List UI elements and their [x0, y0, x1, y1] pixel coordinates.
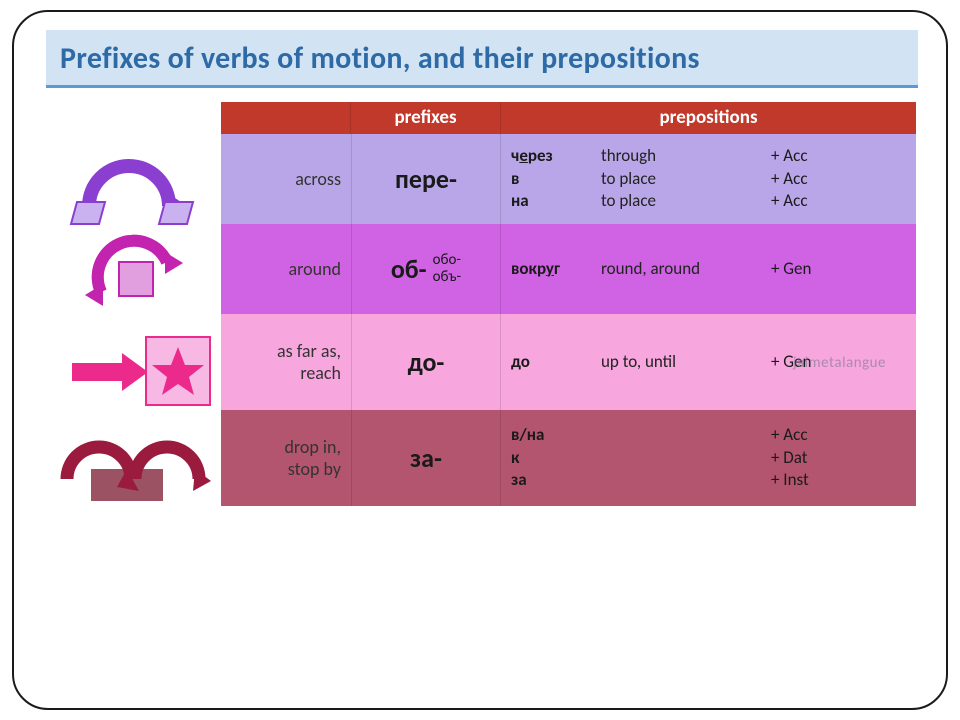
row-prep-en: up to, until	[591, 314, 761, 410]
icons-column	[46, 142, 221, 514]
icon-around	[46, 232, 221, 322]
across-icon	[59, 144, 209, 230]
row-prep-en: round, around	[591, 224, 761, 314]
prefix-table: prefixes prepositions acrossпере-черезвн…	[221, 102, 916, 506]
icon-reach	[46, 322, 221, 418]
row-prep-ru: в/накза	[501, 410, 591, 506]
around-icon	[69, 232, 199, 322]
table-row: acrossпере-черезвнаthroughto placeto pla…	[221, 134, 916, 224]
row-meaning: drop in,stop by	[221, 410, 351, 506]
row-prep-en: throughto placeto place	[591, 134, 761, 224]
slide-frame: Prefixes of verbs of motion, and their p…	[12, 10, 948, 710]
title-bar: Prefixes of verbs of motion, and their p…	[46, 30, 918, 88]
prefix-variants: обо-объ-	[433, 252, 462, 287]
row-case: + Acc+ Dat+ Inst	[761, 410, 916, 506]
table-row: aroundоб-обо-объ-вокругround, around+ Ge…	[221, 224, 916, 314]
page-title: Prefixes of verbs of motion, and their p…	[60, 40, 904, 77]
row-case: + Gen	[761, 224, 916, 314]
header-prefixes: prefixes	[351, 102, 501, 134]
dropin-icon	[49, 421, 219, 511]
row-meaning: around	[221, 224, 351, 314]
row-meaning: across	[221, 134, 351, 224]
table-header: prefixes prepositions	[221, 102, 916, 134]
header-blank	[221, 102, 351, 134]
row-prefix: за-	[351, 410, 501, 506]
row-prefix: до-	[351, 314, 501, 410]
row-prep-ru: до	[501, 314, 591, 410]
watermark: jaimetalangue	[783, 318, 896, 408]
row-prep-ru: вокруг	[501, 224, 591, 314]
reach-icon	[54, 325, 214, 415]
row-prep-en	[591, 410, 761, 506]
header-prepositions: prepositions	[501, 102, 916, 134]
row-meaning: as far as,reach	[221, 314, 351, 410]
row-prep-ru: черезвна	[501, 134, 591, 224]
row-prefix: об-обо-объ-	[351, 224, 501, 314]
icon-dropin	[46, 418, 221, 514]
row-prefix: пере-	[351, 134, 501, 224]
icon-across	[46, 142, 221, 232]
table-row: as far as,reachдо-доup to, until+ Genjai…	[221, 314, 916, 410]
row-case: + Acc+ Acc+ Acc	[761, 134, 916, 224]
table-row: drop in,stop byза-в/накза + Acc+ Dat+ In…	[221, 410, 916, 506]
